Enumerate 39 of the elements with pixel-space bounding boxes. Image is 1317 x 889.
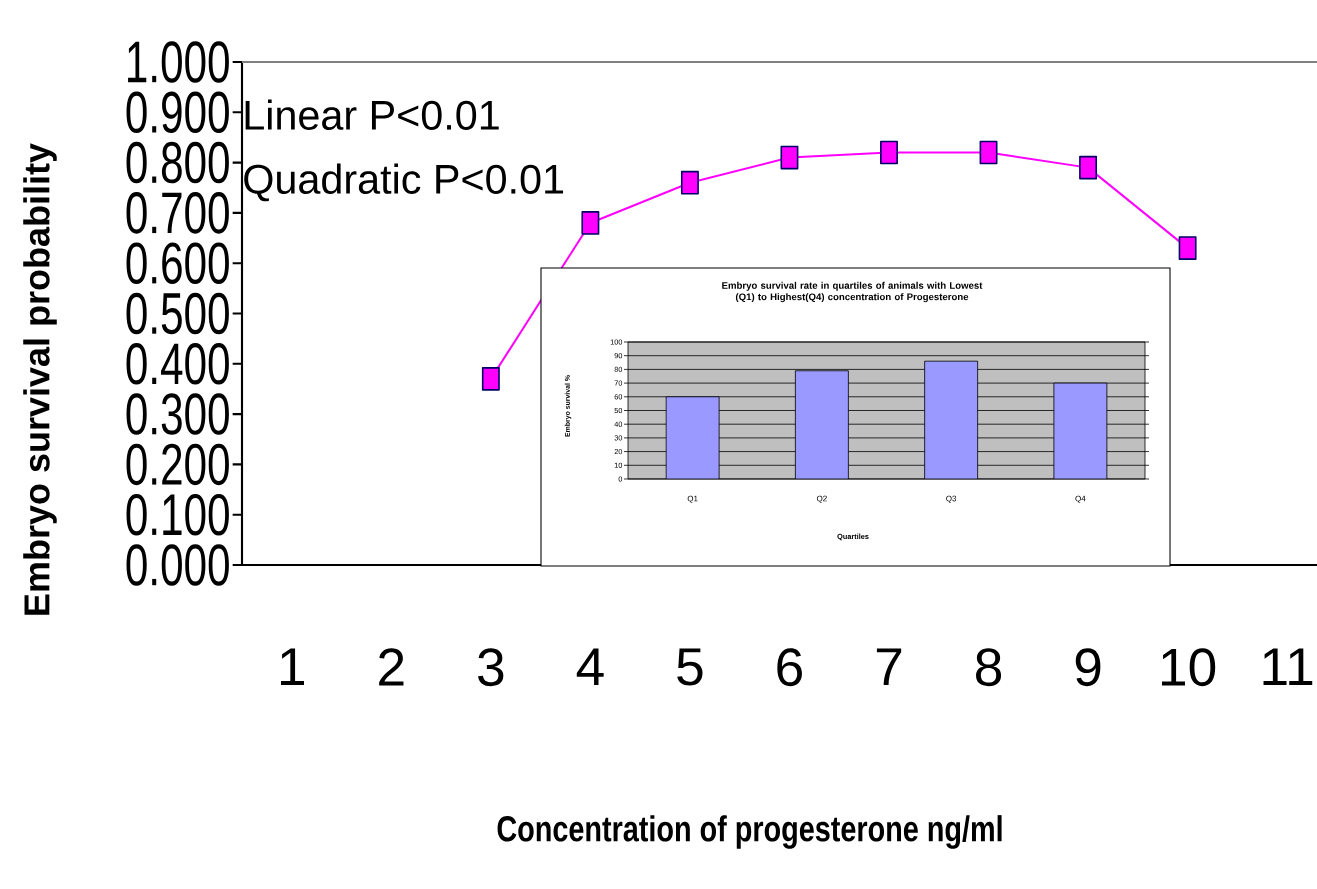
y-tick-label: 0.700 xyxy=(126,192,229,234)
y-tick-label: 0.500 xyxy=(126,292,229,335)
y-tick-label: 1.000 xyxy=(128,41,229,83)
point xyxy=(581,211,600,235)
x-tick-label: 2 xyxy=(379,648,404,686)
x-tick-label: 9 xyxy=(1075,648,1101,687)
y-tick-label: 0.600 xyxy=(126,242,229,284)
point xyxy=(1079,155,1098,180)
x-tick-label: 8 xyxy=(976,648,1002,687)
y-tick-label: 0.800 xyxy=(126,141,229,184)
annotation: Quadratic P<0.01 xyxy=(244,163,564,202)
x-tick-label: Q2 xyxy=(816,495,827,503)
y-tick-label: 0.300 xyxy=(126,393,229,435)
x-tick-label: Q1 xyxy=(687,495,698,503)
point xyxy=(780,145,799,170)
point xyxy=(880,140,898,165)
x-tick-label: 4 xyxy=(576,648,604,686)
x-tick-label: 10 xyxy=(1162,648,1216,687)
x-tick-label: Q4 xyxy=(1075,495,1086,503)
x-tick-label: 6 xyxy=(777,648,802,687)
x-tick-label: 7 xyxy=(876,648,902,686)
y-tick-label: 0.100 xyxy=(126,493,229,536)
y-tick-label: 0.900 xyxy=(126,91,229,134)
y-tick-label: 0.000 xyxy=(126,544,229,586)
y-tick-label: 0.200 xyxy=(126,443,229,486)
chart-title: Embryo survival rate in quartiles of animals with Lowest (Q1) to Highest(Q4) concentration of Progesterone xyxy=(722,281,983,303)
x-tick-label: 5 xyxy=(677,648,703,686)
y-tick-label: 0.400 xyxy=(126,343,229,385)
point xyxy=(680,170,699,195)
point xyxy=(481,367,500,391)
x-axis-title: Concentration of progesterone ng/ml xyxy=(497,815,1002,849)
x-tick-label: 1 xyxy=(281,648,304,686)
point xyxy=(1178,236,1197,260)
annotation: Linear P<0.01 xyxy=(245,99,499,130)
point xyxy=(979,140,998,165)
x-tick-label: 11 xyxy=(1263,648,1313,686)
x-tick-label: Q3 xyxy=(946,495,957,503)
y-axis-title: Embryo survival probability xyxy=(23,143,57,615)
x-tick-label: 3 xyxy=(478,648,504,687)
